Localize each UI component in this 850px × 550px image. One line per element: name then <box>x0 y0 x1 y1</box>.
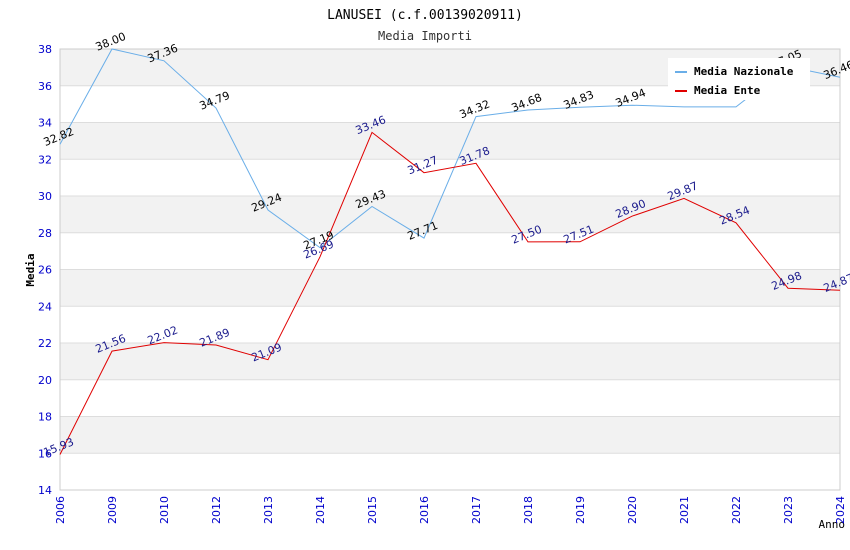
y-tick-label: 18 <box>38 411 52 424</box>
x-tick-label: 2010 <box>158 496 171 524</box>
y-axis-ticks: 14 16 18 20 22 24 26 28 30 32 34 36 38 <box>38 43 52 497</box>
y-axis-label: Media <box>24 253 37 286</box>
band <box>60 453 840 490</box>
x-tick-label: 2022 <box>730 496 743 524</box>
band <box>60 196 840 233</box>
legend-label-ente: Media Ente <box>694 84 761 97</box>
legend-label-nazionale: Media Nazionale <box>694 65 794 78</box>
y-tick-label: 14 <box>38 484 52 497</box>
x-tick-label: 2024 <box>834 496 847 524</box>
band <box>60 306 840 343</box>
x-tick-label: 2023 <box>782 496 795 524</box>
x-axis-label: Anno <box>819 518 846 531</box>
band <box>60 416 840 454</box>
band <box>60 269 840 307</box>
x-tick-label: 2012 <box>210 496 223 524</box>
band <box>60 122 840 160</box>
y-tick-label: 36 <box>38 80 52 93</box>
x-tick-label: 2021 <box>678 496 691 524</box>
x-tick-label: 2006 <box>54 496 67 524</box>
chart-title: LANUSEI (c.f.00139020911) <box>327 8 523 23</box>
legend: Media Nazionale Media Ente <box>668 58 810 100</box>
x-tick-label: 2019 <box>574 496 587 524</box>
y-tick-label: 16 <box>38 447 52 460</box>
y-tick-label: 28 <box>38 227 52 240</box>
band <box>60 379 840 417</box>
series-lines <box>59 48 841 455</box>
y-tick-label: 34 <box>38 117 52 130</box>
series-line-nazionale <box>59 48 841 249</box>
y-tick-label: 20 <box>38 374 52 387</box>
y-tick-label: 22 <box>38 337 52 350</box>
x-tick-label: 2009 <box>106 496 119 524</box>
x-tick-label: 2018 <box>522 496 535 524</box>
x-tick-label: 2016 <box>418 496 431 524</box>
x-tick-label: 2015 <box>366 496 379 524</box>
y-tick-label: 38 <box>38 43 52 56</box>
y-tick-label: 32 <box>38 153 52 166</box>
x-tick-label: 2013 <box>262 496 275 524</box>
plot-area <box>59 48 841 491</box>
y-tick-label: 26 <box>38 264 52 277</box>
y-tick-label: 24 <box>38 300 52 313</box>
x-axis-ticks: 2006 2009 2010 2012 2013 2014 2015 2016 2017 2018… <box>54 496 847 524</box>
x-tick-label: 2020 <box>626 496 639 524</box>
legend-box <box>668 58 810 100</box>
chart-subtitle: Media Importi <box>378 29 472 43</box>
x-tick-label: 2014 <box>314 496 327 524</box>
series-line-ente <box>59 131 841 455</box>
band <box>60 343 840 380</box>
plot-background-bands <box>60 49 840 490</box>
x-tick-label: 2017 <box>470 496 483 524</box>
band <box>60 232 840 270</box>
y-tick-label: 30 <box>38 190 52 203</box>
